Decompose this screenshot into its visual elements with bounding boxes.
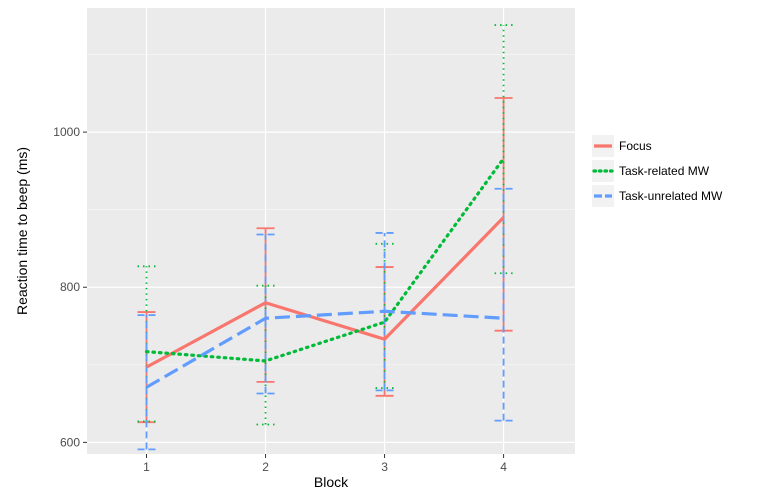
x-tick-label: 2 — [262, 460, 269, 474]
legend: Focus Task-related MW Task-unrelated MW — [592, 135, 723, 207]
legend-key — [592, 185, 614, 207]
y-axis-title: Reaction time to beep (ms) — [14, 147, 30, 315]
series-line — [145, 216, 505, 369]
error-bar — [256, 233, 275, 395]
legend-item: Task-related MW — [592, 160, 710, 182]
error-bar — [494, 187, 513, 422]
legend-key — [592, 160, 614, 182]
legend-label: Task-related MW — [619, 164, 710, 178]
x-axis-ticks: 1 2 3 4 — [143, 454, 507, 474]
error-bar — [256, 284, 275, 426]
legend-item: Task-unrelated MW — [592, 185, 723, 207]
plot-panel — [87, 8, 575, 454]
x-tick-label: 1 — [143, 460, 150, 474]
y-tick-label: 800 — [60, 280, 80, 294]
error-bar — [375, 242, 394, 389]
error-bars — [137, 24, 513, 451]
y-axis-ticks: 600 800 1000 — [53, 125, 87, 449]
series-lines — [144, 156, 506, 389]
series-line — [145, 309, 504, 389]
x-tick-label: 3 — [381, 460, 388, 474]
minor-gridlines — [87, 54, 575, 366]
legend-label: Task-unrelated MW — [619, 189, 723, 203]
y-tick-label: 1000 — [53, 125, 80, 139]
x-tick-label: 4 — [500, 460, 507, 474]
y-tick-label: 600 — [60, 435, 80, 449]
error-bar — [137, 314, 156, 451]
legend-item: Focus — [592, 135, 652, 157]
legend-label: Focus — [619, 139, 652, 153]
series-line — [144, 156, 506, 363]
x-axis-title: Block — [314, 474, 349, 490]
